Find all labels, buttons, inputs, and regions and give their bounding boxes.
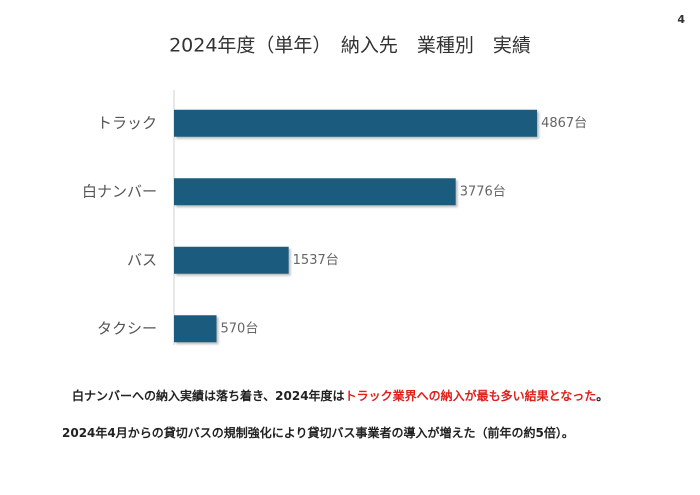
bar [174,178,456,206]
bar [174,315,217,343]
note-text: 2024年4月からの貸切バスの規制強化により貸切バス事業者の導入が増えた（前年の… [62,426,574,440]
bar [174,246,289,274]
value-label: 3776台 [460,184,506,199]
note: 白ナンバーへの納入実績は落ち着き、2024年度はトラック業界への納入が最も多い結… [72,387,608,404]
category-label: 白ナンバー [82,182,157,200]
bar [174,109,538,137]
note-text: 。 [596,389,609,403]
category-label: バス [127,251,157,269]
value-label: 4867台 [541,116,587,131]
page-number: 4 [677,13,685,26]
value-label: 570台 [221,321,259,336]
note: 2024年4月からの貸切バスの規制強化により貸切バス事業者の導入が増えた（前年の… [62,424,574,441]
category-label: タクシー [97,319,157,337]
note-text: トラック業界への納入が最も多い結果となった [344,389,597,403]
note-text: 白ナンバーへの納入実績は落ち着き、2024年度は [72,389,345,403]
chart-title: 2024年度（単年） 納入先 業種別 実績 [169,35,531,57]
category-label: トラック [97,114,157,132]
value-label: 1537台 [293,253,339,268]
